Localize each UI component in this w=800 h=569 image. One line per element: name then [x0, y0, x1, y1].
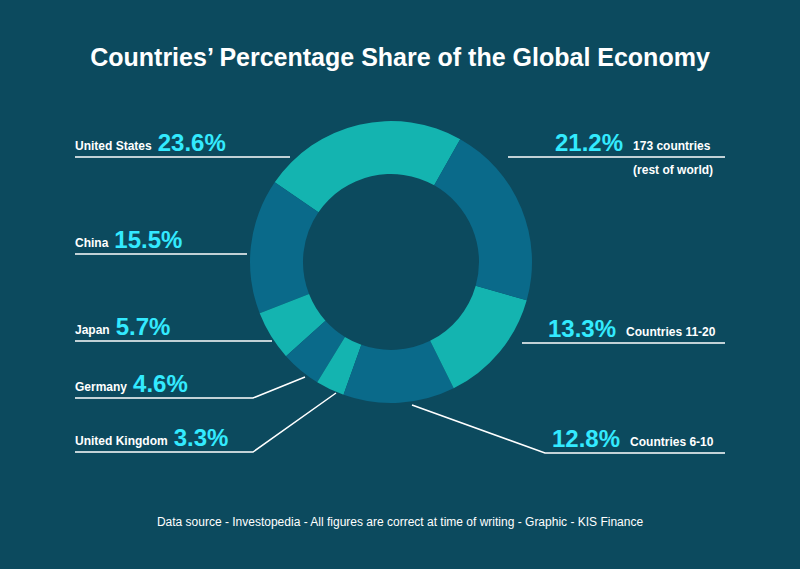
leader-line [75, 377, 305, 398]
value-label: 13.3% [548, 315, 616, 342]
value-label: 5.7% [116, 313, 171, 340]
category-label-line: China [75, 236, 109, 250]
category-label: United States [75, 139, 152, 153]
value-label: 23.6% [158, 129, 226, 156]
category-label-line: Japan [75, 323, 110, 337]
category-label-line: 173 countries [633, 139, 711, 153]
category-label-line: United Kingdom [75, 434, 168, 448]
background [0, 0, 800, 569]
category-label-line: Germany [75, 380, 127, 394]
leader-line [508, 156, 725, 158]
category-label: 173 countries (rest of world) [633, 139, 713, 177]
category-label: Japan [75, 323, 110, 337]
leader-line [412, 405, 725, 453]
leader-line [75, 340, 272, 342]
leader-line [522, 342, 725, 344]
chart: Countries’ Percentage Share of the Globa… [0, 0, 800, 569]
category-label-line: Countries 11-20 [626, 325, 716, 339]
category-label: Germany [75, 380, 127, 394]
category-label: United Kingdom [75, 434, 168, 448]
slice [275, 121, 461, 212]
leader-line [75, 393, 336, 452]
slice [430, 286, 527, 388]
slices [250, 121, 532, 403]
labels: United States 23.6% China 15.5% Japan 5.7% Ger… [75, 129, 725, 453]
category-label-line: Countries 6-10 [630, 435, 714, 449]
category-label: Countries 11-20 [626, 325, 716, 339]
category-label-line: (rest of world) [633, 163, 713, 177]
category-label: China [75, 236, 109, 250]
value-label: 3.3% [174, 424, 229, 451]
slice [250, 182, 318, 313]
leader-line [75, 156, 290, 158]
value-label: 12.8% [552, 425, 620, 452]
value-label: 21.2% [555, 129, 623, 156]
value-label: 15.5% [114, 226, 182, 253]
category-label: Countries 6-10 [630, 435, 714, 449]
slice [434, 139, 532, 300]
value-label: 4.6% [133, 370, 188, 397]
leader-line [75, 253, 247, 255]
category-label-line: United States [75, 139, 152, 153]
title: Countries’ Percentage Share of the Globa… [90, 43, 710, 71]
source-note: Data source - Investopedia - All figures… [157, 515, 644, 529]
